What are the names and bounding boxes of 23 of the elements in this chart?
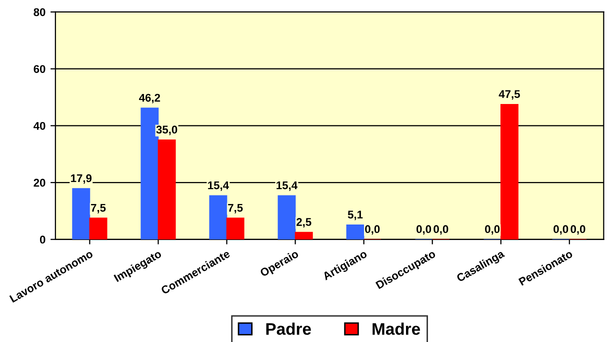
data-label: 7,5 (91, 204, 106, 214)
data-label: 0,0 (570, 225, 586, 235)
data-label: 0,0 (485, 225, 500, 235)
data-label: 47,5 (498, 90, 520, 100)
data-label: 0,0 (416, 225, 432, 235)
y-tick-label: 80 (34, 8, 46, 16)
data-label: 0,0 (434, 225, 448, 235)
data-label: 35,0 (156, 126, 178, 136)
data-label: 5,1 (348, 210, 363, 220)
y-tick-label: 60 (34, 65, 46, 73)
y-tick-label: 40 (34, 122, 46, 130)
data-label: 15,4 (208, 182, 229, 191)
data-label: 0,0 (365, 225, 380, 235)
y-tick-label: 0 (40, 236, 46, 244)
data-label: 17,9 (71, 174, 92, 184)
legend-label: Padre (266, 322, 311, 335)
legend-label: Madre (372, 322, 420, 335)
data-label: 0,0 (554, 225, 568, 235)
data-label: 15,4 (276, 182, 298, 191)
data-label: 7,5 (228, 204, 243, 214)
data-label: 46,2 (139, 94, 160, 104)
data-label: 2,5 (296, 218, 312, 228)
y-tick-label: 20 (34, 178, 46, 187)
